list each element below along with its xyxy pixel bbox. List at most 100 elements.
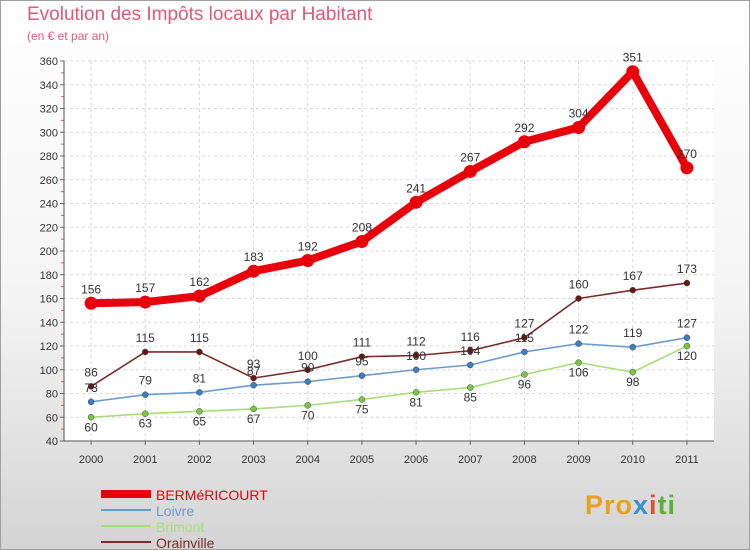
y-tick-label: 260 bbox=[40, 175, 58, 187]
x-tick-label: 2006 bbox=[404, 454, 428, 466]
y-tick-label: 300 bbox=[40, 127, 58, 139]
data-point bbox=[196, 408, 203, 415]
data-label: 100 bbox=[298, 349, 318, 363]
data-label: 115 bbox=[190, 331, 209, 345]
data-label: 95 bbox=[355, 355, 369, 369]
data-label: 70 bbox=[301, 408, 315, 422]
data-label: 162 bbox=[189, 275, 209, 289]
data-label: 81 bbox=[409, 395, 423, 409]
y-tick-label: 340 bbox=[40, 80, 58, 92]
data-label: 183 bbox=[244, 250, 264, 264]
data-label: 65 bbox=[193, 414, 207, 428]
data-label: 122 bbox=[569, 323, 589, 337]
legend-label: Orainville bbox=[156, 535, 215, 549]
data-label: 98 bbox=[626, 375, 640, 389]
data-point bbox=[142, 348, 149, 356]
data-point bbox=[301, 254, 315, 267]
data-label: 104 bbox=[460, 344, 480, 358]
data-point bbox=[196, 389, 203, 396]
data-label: 115 bbox=[136, 331, 155, 345]
data-point bbox=[304, 402, 311, 409]
data-label: 87 bbox=[247, 364, 261, 378]
x-tick-label: 2010 bbox=[621, 454, 645, 466]
data-label: 75 bbox=[355, 402, 369, 416]
data-point bbox=[250, 405, 257, 413]
y-tick-label: 100 bbox=[40, 365, 58, 377]
data-point bbox=[358, 372, 366, 379]
data-label: 111 bbox=[353, 336, 372, 350]
data-point bbox=[521, 334, 528, 341]
data-label: 67 bbox=[247, 412, 261, 426]
data-point bbox=[358, 396, 366, 403]
data-point bbox=[629, 343, 636, 351]
legend-label: Loivre bbox=[156, 503, 194, 519]
data-label: 127 bbox=[677, 317, 697, 331]
data-point bbox=[521, 371, 528, 378]
data-label: 304 bbox=[569, 107, 589, 121]
data-label: 157 bbox=[135, 281, 155, 295]
data-point bbox=[629, 286, 636, 294]
data-label: 90 bbox=[301, 361, 315, 375]
data-point bbox=[412, 389, 420, 396]
x-tick-label: 2000 bbox=[79, 454, 103, 466]
data-label: 60 bbox=[84, 420, 98, 434]
data-label: 96 bbox=[518, 378, 532, 392]
x-tick-label: 2004 bbox=[296, 454, 320, 466]
x-tick-label: 2009 bbox=[566, 454, 590, 466]
x-tick-label: 2002 bbox=[187, 454, 211, 466]
series-line-loivre bbox=[90, 336, 688, 403]
data-label: 93 bbox=[247, 357, 261, 371]
proxiti-logo: Proxiti bbox=[585, 490, 677, 520]
data-label: 156 bbox=[81, 282, 101, 296]
data-point bbox=[358, 353, 366, 360]
x-tick-label: 2008 bbox=[512, 454, 536, 466]
data-point bbox=[683, 279, 691, 287]
y-tick-label: 60 bbox=[46, 412, 58, 424]
data-point bbox=[142, 391, 149, 398]
data-point bbox=[304, 366, 311, 373]
chart-title: Evolution des Impôts locaux par Habitant bbox=[27, 4, 373, 25]
data-label: 127 bbox=[514, 317, 534, 331]
series-line-brimont bbox=[91, 345, 688, 419]
x-tick-label: 2007 bbox=[458, 454, 482, 466]
data-point bbox=[463, 164, 477, 178]
data-point bbox=[250, 381, 257, 389]
data-label: 267 bbox=[460, 150, 480, 164]
data-point bbox=[87, 383, 95, 390]
data-label: 106 bbox=[569, 366, 589, 380]
y-tick-label: 280 bbox=[40, 151, 58, 163]
data-point bbox=[304, 378, 311, 385]
data-label: 79 bbox=[139, 374, 153, 388]
data-label: 63 bbox=[139, 417, 153, 431]
data-point bbox=[138, 295, 152, 309]
data-label: 270 bbox=[677, 147, 697, 161]
data-label: 86 bbox=[84, 365, 98, 379]
y-tick-label: 320 bbox=[40, 104, 58, 116]
data-point bbox=[683, 334, 691, 341]
data-label: 351 bbox=[623, 51, 643, 65]
data-point bbox=[467, 384, 474, 391]
data-point bbox=[575, 295, 582, 302]
data-label: 192 bbox=[298, 240, 318, 254]
y-tick-label: 220 bbox=[40, 222, 58, 234]
data-label: 173 bbox=[677, 262, 697, 276]
data-point bbox=[250, 374, 257, 382]
y-tick-label: 180 bbox=[40, 270, 58, 282]
legend-label: Brimont bbox=[156, 519, 204, 535]
y-tick-label: 160 bbox=[40, 294, 58, 306]
data-label: 160 bbox=[569, 278, 589, 292]
data-label: 116 bbox=[461, 330, 480, 344]
data-label: 167 bbox=[623, 269, 643, 283]
data-label: 112 bbox=[407, 335, 426, 349]
data-point bbox=[355, 235, 369, 248]
y-tick-label: 120 bbox=[40, 341, 58, 353]
series-line-berméricourt bbox=[90, 67, 691, 308]
data-point bbox=[409, 195, 423, 209]
data-point bbox=[572, 121, 586, 134]
data-point bbox=[412, 366, 420, 373]
data-label: 100 bbox=[406, 349, 426, 363]
y-tick-label: 240 bbox=[40, 199, 58, 211]
data-label: 85 bbox=[464, 391, 478, 405]
